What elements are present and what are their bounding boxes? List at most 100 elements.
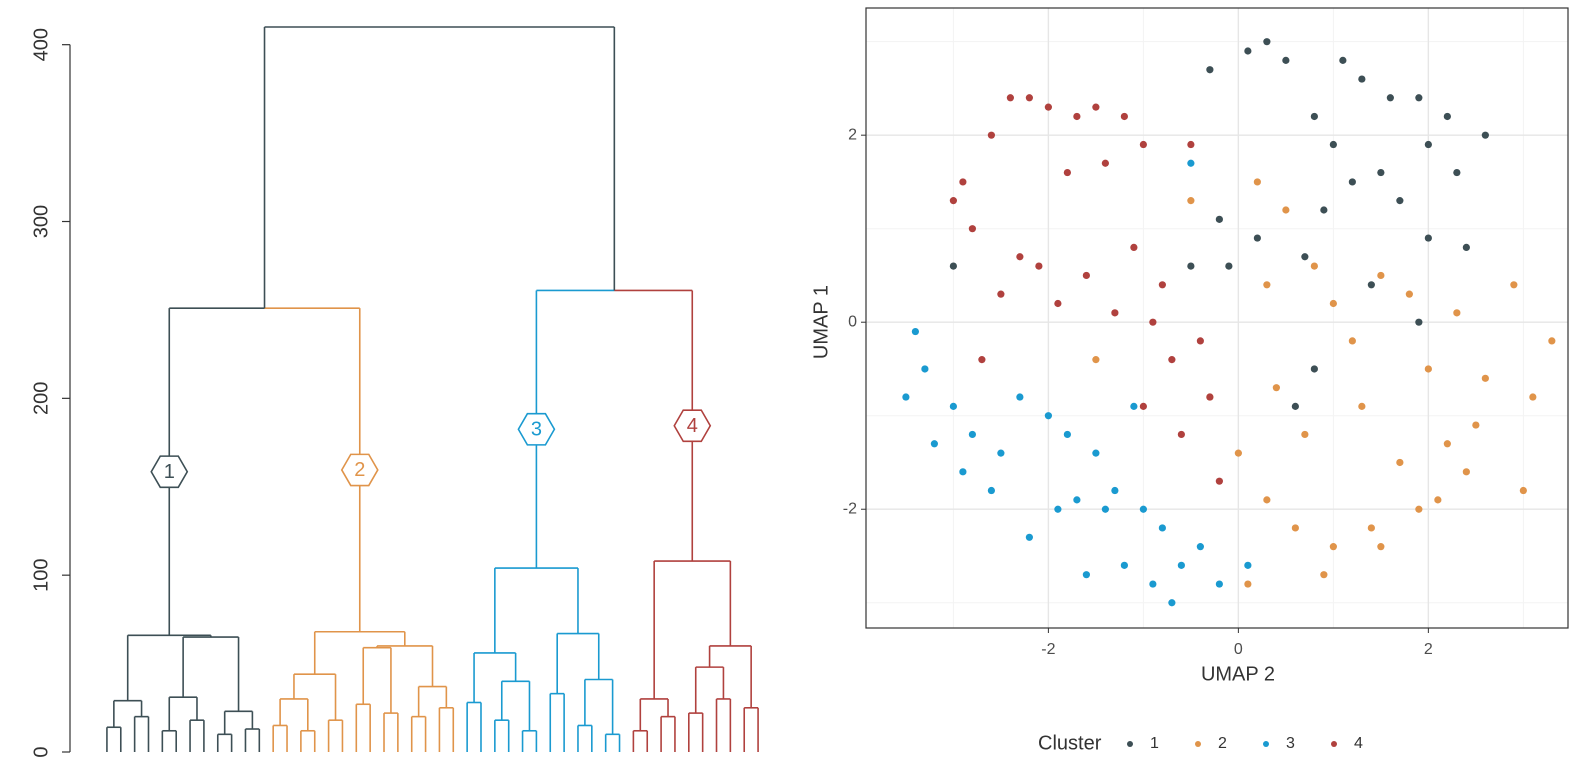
point <box>997 449 1005 457</box>
cluster-label: 2 <box>354 459 365 481</box>
point <box>1453 309 1461 317</box>
point <box>1063 168 1071 177</box>
x-tick-label: 0 <box>1234 641 1243 658</box>
point <box>1120 561 1128 569</box>
point <box>1082 271 1090 280</box>
legend-label: 3 <box>1286 735 1295 752</box>
cluster-badge <box>340 453 379 487</box>
point <box>1358 75 1366 83</box>
point <box>1139 140 1147 149</box>
point <box>1472 421 1480 429</box>
point <box>930 440 938 448</box>
point <box>902 393 910 401</box>
point <box>949 197 957 205</box>
point <box>921 365 929 373</box>
point <box>1244 561 1252 569</box>
y-tick-label: 100 <box>30 558 52 591</box>
point <box>1329 543 1337 551</box>
point <box>1339 56 1347 64</box>
point <box>1025 533 1033 541</box>
point <box>1073 112 1081 121</box>
cluster-badge <box>150 455 189 489</box>
point <box>1130 402 1138 410</box>
point <box>1044 103 1052 111</box>
plot-border <box>865 7 1569 629</box>
point <box>1206 393 1214 401</box>
point <box>1415 505 1423 513</box>
point <box>1443 440 1451 448</box>
point <box>1405 290 1413 298</box>
point <box>1196 543 1204 551</box>
point <box>1101 505 1109 513</box>
point <box>1358 402 1366 410</box>
y-axis-title: UMAP 1 <box>810 285 832 359</box>
point <box>1301 253 1309 261</box>
legend-marker <box>1195 741 1201 747</box>
cluster-label: 1 <box>164 461 175 483</box>
point <box>1548 337 1556 345</box>
point <box>997 290 1005 298</box>
point <box>949 402 957 410</box>
point <box>1082 571 1090 579</box>
point <box>987 486 995 495</box>
point <box>1092 356 1100 364</box>
point <box>1025 94 1033 102</box>
point <box>1158 524 1166 532</box>
point <box>978 356 986 364</box>
point <box>1529 393 1537 401</box>
point <box>1263 496 1271 504</box>
cluster-label: 3 <box>531 419 542 441</box>
y-tick-label: 0 <box>848 313 857 330</box>
point <box>1424 365 1432 373</box>
point <box>1253 178 1261 186</box>
point <box>1282 206 1290 214</box>
point <box>1139 505 1147 513</box>
point <box>1149 318 1157 326</box>
point <box>1453 168 1461 177</box>
y-tick-label: -2 <box>843 500 857 517</box>
point <box>1168 356 1176 364</box>
point <box>1139 402 1147 410</box>
point <box>1263 38 1271 46</box>
point <box>1187 140 1195 149</box>
point <box>1386 94 1394 102</box>
point <box>1177 430 1185 439</box>
point <box>1443 112 1451 121</box>
point <box>1111 486 1119 495</box>
point <box>1120 112 1128 121</box>
y-tick-label: 0 <box>30 746 52 757</box>
point <box>1310 262 1318 270</box>
legend-label: 4 <box>1354 735 1363 752</box>
point <box>1215 215 1223 223</box>
point <box>1158 281 1166 289</box>
point <box>1462 468 1470 476</box>
point <box>1044 412 1052 420</box>
point <box>1215 477 1223 485</box>
x-axis-title: UMAP 2 <box>1201 663 1275 685</box>
point <box>1348 337 1356 345</box>
point <box>1215 580 1223 588</box>
point <box>1377 543 1385 551</box>
point <box>1177 561 1185 569</box>
point <box>1187 159 1195 167</box>
point <box>959 178 967 186</box>
point <box>1310 365 1318 373</box>
point <box>1481 131 1489 139</box>
point <box>1234 449 1242 457</box>
point <box>959 468 967 476</box>
point <box>1377 168 1385 177</box>
point <box>1168 599 1176 607</box>
point <box>1481 374 1489 382</box>
cluster-badge <box>673 409 712 443</box>
point <box>1291 402 1299 410</box>
x-tick-label: 2 <box>1424 641 1433 658</box>
point <box>968 430 976 439</box>
point <box>1519 486 1527 495</box>
point <box>1272 384 1280 392</box>
cluster-label: 4 <box>687 415 698 437</box>
point <box>1092 103 1100 111</box>
point <box>1130 243 1138 251</box>
point <box>1329 140 1337 149</box>
legend-title: Cluster <box>1038 732 1102 754</box>
